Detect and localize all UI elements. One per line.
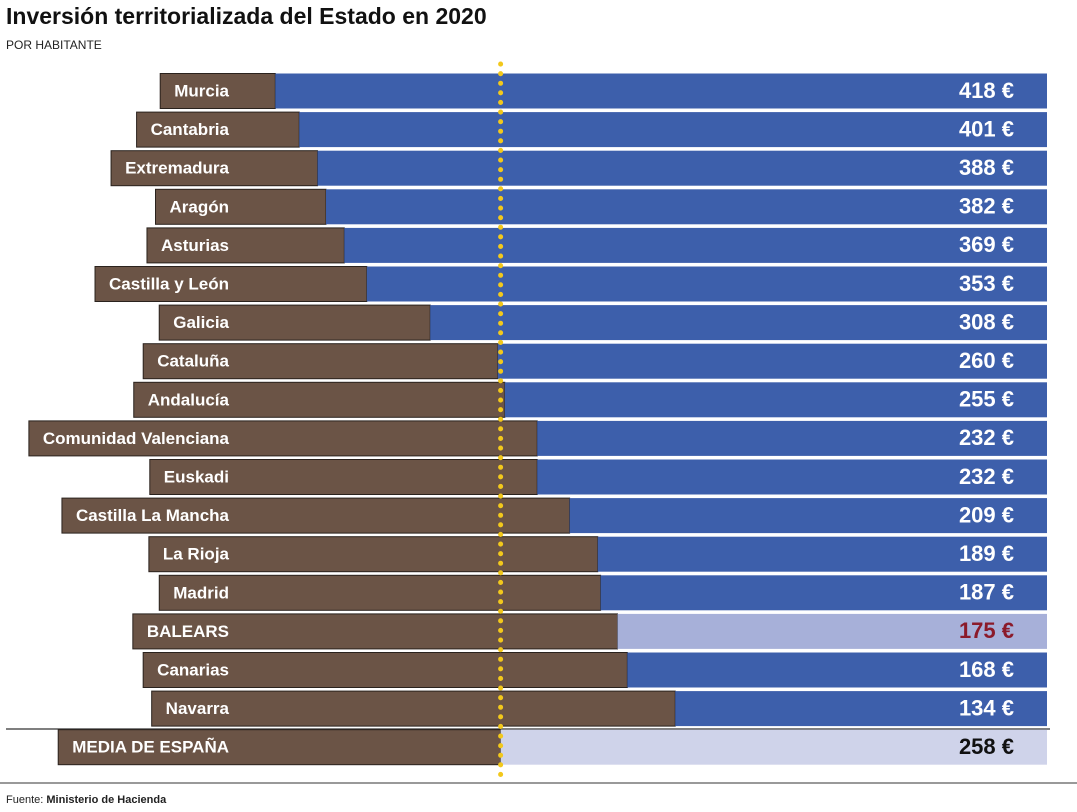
value-label: 255 € [959,387,1014,412]
label-box [158,304,431,341]
category-label: Castilla La Mancha [76,506,230,525]
bar [537,420,1047,456]
row: Andalucía 255 € [133,381,1048,418]
category-label: MEDIA DE ESPAÑA [72,737,229,757]
source: Fuente: Ministerio de Hacienda [6,794,167,806]
bar [430,305,1047,341]
bar [627,652,1047,688]
row: Murcia 418 € [159,73,1047,109]
category-label: Cantabria [151,120,230,139]
label-box [146,227,345,264]
label-box [142,652,628,688]
row: Cantabria 401 € [136,111,1047,148]
row: Euskadi 232 € [149,459,1047,495]
value-label: 209 € [959,502,1014,527]
label-box [158,574,602,611]
value-label: 232 € [959,464,1014,489]
source-name: Ministerio de Hacienda [46,794,167,806]
category-label: Navarra [166,699,230,718]
bar [500,729,1048,765]
category-label: Euskadi [164,467,229,486]
row: Comunidad Valenciana 232 € [28,420,1047,457]
category-label: Extremadura [125,159,229,178]
category-label: Aragón [170,197,230,216]
category-label: La Rioja [163,545,230,564]
value-label: 175 € [959,618,1014,643]
category-label: BALEARS [147,622,229,641]
row: Castilla y León 353 € [94,266,1048,302]
source-label: Fuente: [6,794,43,806]
bar [537,459,1047,495]
category-label: Asturias [161,236,229,255]
bar [299,112,1047,148]
label-box [142,343,499,380]
label-box [110,150,319,187]
row: Navarra 134 € [151,690,1047,727]
row: MEDIA DE ESPAÑA 258 € [57,729,1048,766]
value-label: 258 € [959,734,1014,759]
row: Madrid 187 € [158,574,1047,611]
chart-title: Inversión territorializada del Estado en… [6,3,487,29]
row: Castilla La Mancha 209 € [61,497,1047,534]
category-label: Madrid [173,583,229,602]
label-box [133,381,506,418]
bar [366,266,1048,302]
value-label: 388 € [959,155,1014,180]
category-label: Cataluña [157,352,229,371]
bar [275,73,1047,109]
value-label: 369 € [959,232,1014,257]
label-box [149,459,538,495]
label-box [57,729,502,766]
row: Canarias 168 € [142,652,1047,688]
bar [317,150,1048,186]
category-label: Canarias [157,660,229,679]
bar [344,227,1048,263]
label-box [61,497,571,534]
value-label: 189 € [959,541,1014,566]
label-box [159,73,276,109]
value-label: 382 € [959,194,1014,219]
row: Cataluña 260 € [142,343,1047,380]
value-label: 134 € [959,695,1014,720]
chart-subtitle: POR HABITANTE [6,38,102,52]
bar [617,613,1047,649]
row: La Rioja 189 € [148,536,1047,573]
value-label: 418 € [959,78,1014,103]
bar [504,382,1048,418]
label-box [132,613,618,650]
label-box [151,690,676,727]
bar [497,343,1047,379]
value-label: 187 € [959,580,1014,605]
bar [326,189,1047,225]
value-label: 232 € [959,425,1014,450]
bar [569,498,1047,534]
bar [600,575,1047,611]
bar [675,691,1047,727]
value-label: 308 € [959,309,1014,334]
row: Asturias 369 € [146,227,1048,264]
category-label: Murcia [174,81,229,100]
value-label: 168 € [959,657,1014,682]
value-label: 353 € [959,271,1014,296]
category-label: Comunidad Valenciana [43,429,230,448]
bar [597,536,1047,572]
label-box [94,266,368,302]
label-box [136,111,300,148]
row: BALEARS 175 € [132,613,1047,650]
row: Extremadura 388 € [110,150,1048,187]
label-box [155,188,327,225]
category-label: Galicia [173,313,229,332]
value-label: 260 € [959,348,1014,373]
row: Aragón 382 € [155,188,1047,225]
value-label: 401 € [959,116,1014,141]
category-label: Andalucía [148,390,230,409]
category-label: Castilla y León [109,274,229,293]
row: Galicia 308 € [158,304,1047,341]
